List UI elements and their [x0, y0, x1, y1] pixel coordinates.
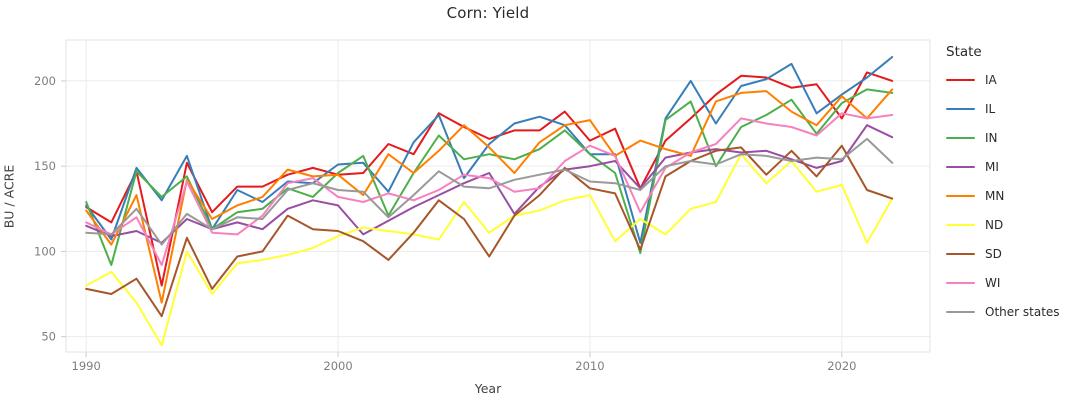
- legend-swatch-nd: [946, 223, 975, 226]
- series-line-il: [85, 56, 894, 244]
- legend-label-in: IN: [985, 130, 998, 145]
- legend-item-mn: MN: [946, 181, 1072, 210]
- x-tick-label: 1990: [72, 359, 101, 373]
- legend: State IA IL IN MI MN ND SD WI Other states: [946, 44, 1072, 326]
- legend-swatch-sd: [946, 252, 975, 255]
- legend-item-nd: ND: [946, 210, 1072, 239]
- legend-items: IA IL IN MI MN ND SD WI Other states: [946, 65, 1072, 326]
- legend-label-sd: SD: [985, 246, 1002, 261]
- legend-item-ia: IA: [946, 65, 1072, 94]
- y-tick-label: 50: [41, 330, 56, 344]
- series-line-other-states: [85, 137, 894, 246]
- x-tick-label: 2020: [827, 359, 856, 373]
- legend-swatch-wi: [946, 281, 975, 284]
- legend-item-sd: SD: [946, 239, 1072, 268]
- legend-swatch-il: [946, 107, 975, 110]
- legend-label-mi: MI: [985, 159, 999, 174]
- series-line-in: [85, 88, 894, 266]
- y-axis-title: BU / ACRE: [1, 164, 17, 228]
- x-tick-label: 2000: [323, 359, 352, 373]
- chart-title: Corn: Yield: [446, 4, 530, 22]
- x-axis-title: Year: [474, 381, 502, 396]
- legend-label-mn: MN: [985, 188, 1005, 203]
- legend-item-in: IN: [946, 123, 1072, 152]
- legend-item-mi: MI: [946, 152, 1072, 181]
- legend-item-il: IL: [946, 94, 1072, 123]
- series-line-ia: [85, 71, 894, 287]
- legend-swatch-other-states: [946, 310, 975, 313]
- legend-title: State: [946, 44, 982, 60]
- legend-item-wi: WI: [946, 268, 1072, 297]
- legend-swatch-mn: [946, 194, 975, 197]
- legend-swatch-mi: [946, 165, 975, 168]
- legend-label-wi: WI: [985, 275, 1001, 290]
- legend-item-other-states: Other states: [946, 297, 1072, 326]
- series-line-sd: [85, 144, 894, 318]
- legend-label-ia: IA: [985, 72, 997, 87]
- legend-label-il: IL: [985, 101, 996, 116]
- y-tick-label: 100: [34, 244, 56, 258]
- y-tick-label: 200: [34, 74, 56, 88]
- y-axis-title-wrap: BU / ACRE: [0, 40, 18, 352]
- series-line-mn: [85, 88, 894, 304]
- y-tick-label: 150: [34, 159, 56, 173]
- legend-label-other-states: Other states: [985, 304, 1060, 319]
- x-tick-label: 2010: [575, 359, 604, 373]
- series-line-nd: [85, 153, 894, 347]
- legend-swatch-in: [946, 136, 975, 139]
- legend-swatch-ia: [946, 78, 975, 81]
- series-line-mi: [85, 124, 894, 244]
- plot-border: [65, 39, 931, 353]
- legend-label-nd: ND: [985, 217, 1004, 232]
- series-line-wi: [85, 112, 894, 266]
